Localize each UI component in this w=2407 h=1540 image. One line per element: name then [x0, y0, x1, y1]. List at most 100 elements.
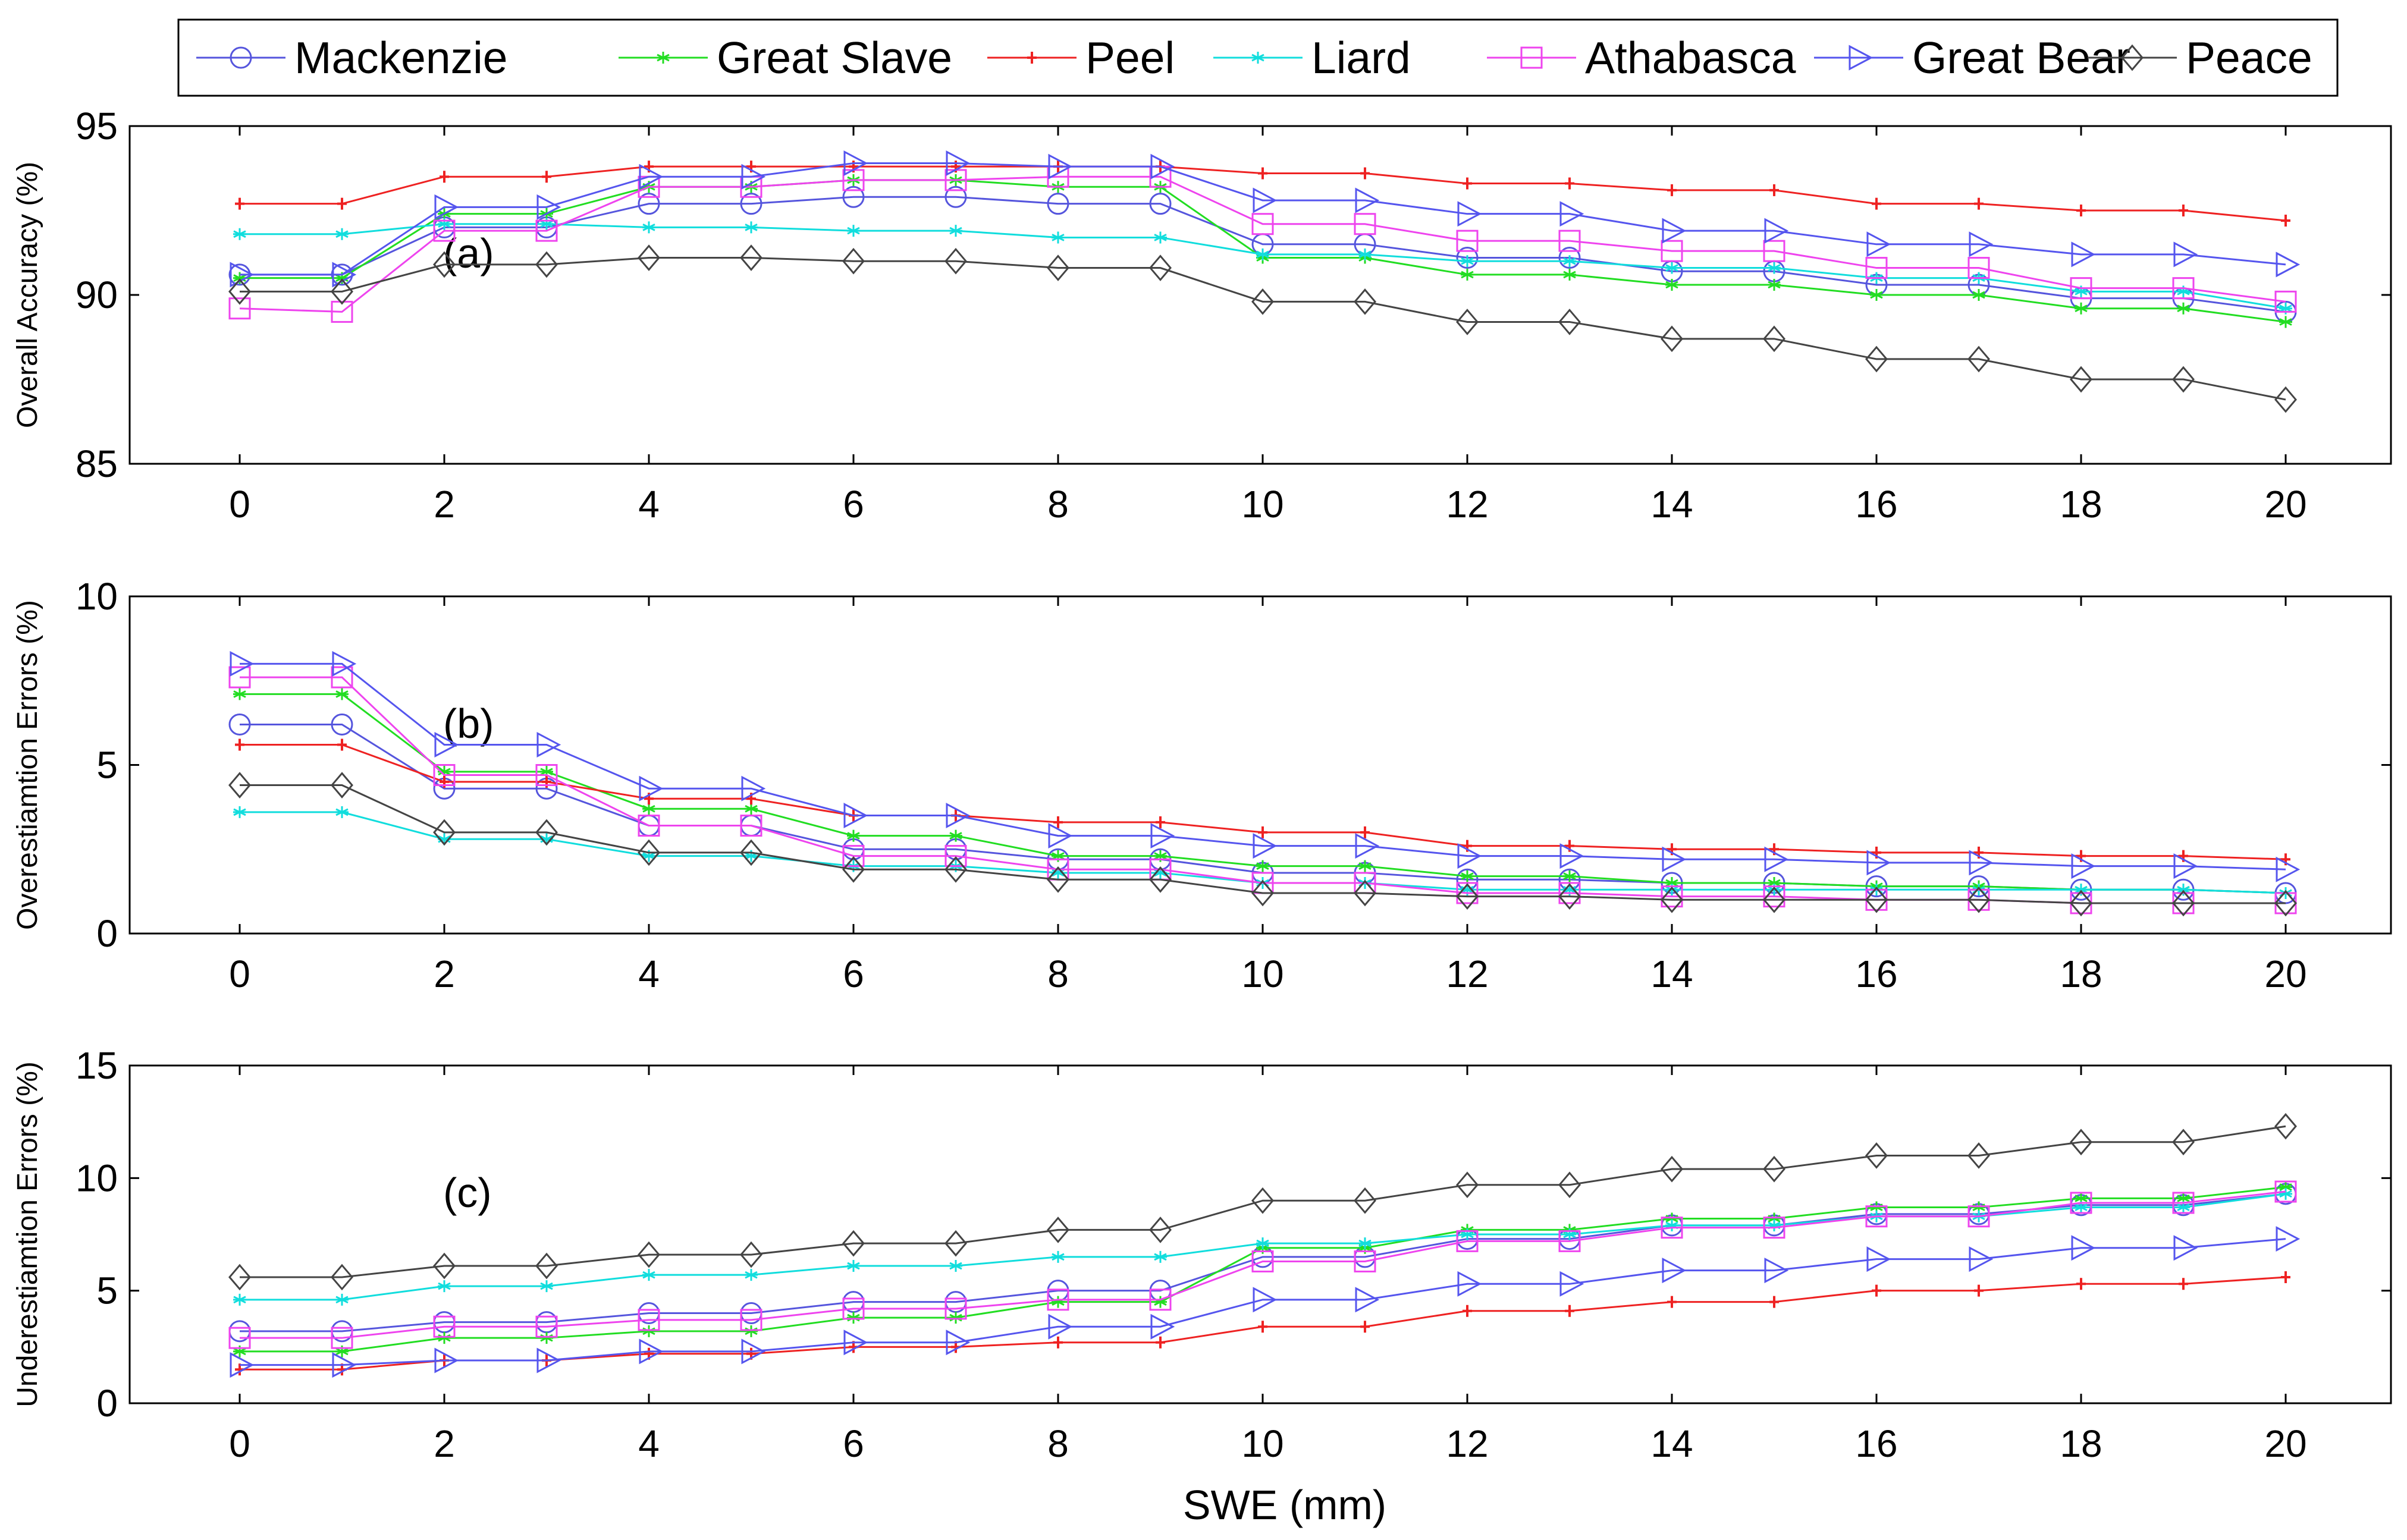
data-point [233, 806, 246, 818]
data-point [1457, 1271, 1482, 1297]
data-point [1558, 1171, 1581, 1199]
data-point [332, 650, 357, 677]
data-point [1154, 866, 1167, 879]
data-point [946, 150, 971, 176]
data-point [228, 278, 251, 305]
data-point [1559, 843, 1584, 869]
data-point [1967, 886, 1990, 913]
data-point [1358, 1237, 1372, 1250]
data-point [434, 194, 459, 220]
x-tick-label: 8 [1047, 953, 1069, 995]
legend: Mackenzie Great Slave Peel Liard Athabasca Gr… [177, 18, 2339, 97]
panel-c: 0 2 4 6 8 10 12 14 16 18 20 0 5 10 15 Underestiamtion E… [12, 1044, 2392, 1465]
x-tick-label: 20 [2264, 483, 2306, 526]
legend-label: Athabasca [1585, 33, 1796, 83]
x-tick-label: 0 [229, 1422, 250, 1465]
data-point [638, 815, 660, 837]
data-point [332, 262, 357, 288]
data-point [2076, 205, 2086, 216]
data-point [433, 819, 456, 846]
data-point [843, 150, 868, 176]
data-point [1457, 201, 1482, 227]
data-point [1967, 1205, 1990, 1228]
data-point [1865, 1205, 1888, 1228]
data-point [440, 171, 449, 183]
data-point [1149, 1288, 1172, 1311]
data-point [2070, 1192, 2092, 1214]
x-tick-label: 12 [1446, 483, 1488, 526]
data-point [1769, 184, 1779, 196]
data-point [847, 225, 860, 237]
data-point [745, 803, 758, 815]
data-point [331, 300, 353, 323]
data-point [331, 713, 353, 736]
panel-label: (c) [443, 1170, 492, 1216]
data-point [1763, 886, 1785, 913]
data-point [949, 1260, 962, 1272]
data-point [1667, 1296, 1677, 1308]
data-point [1768, 1219, 1781, 1231]
data-point [2281, 1271, 2290, 1283]
data-point [1150, 1313, 1175, 1340]
data-point [331, 278, 353, 305]
data-point [1967, 345, 1990, 373]
series-peel [235, 161, 2290, 227]
series-peace [228, 772, 2297, 917]
data-point [642, 221, 655, 234]
data-point [1661, 325, 1683, 353]
data-point [1563, 268, 1576, 281]
legend-label: Mackenzie [294, 33, 507, 83]
data-point [1048, 153, 1073, 180]
data-point [233, 1293, 246, 1306]
legend-item: Peel [987, 33, 1175, 83]
data-point [1456, 309, 1479, 335]
y-tick-label: 95 [76, 105, 118, 147]
data-point [1360, 1321, 1370, 1333]
panel-b: 0 2 4 6 8 10 12 14 16 18 20 0 5 10 Overestiamtion Erro… [12, 575, 2392, 995]
data-point [2279, 1187, 2292, 1200]
data-point [949, 829, 962, 842]
x-tick-label: 10 [1241, 953, 1283, 995]
data-point [332, 1352, 357, 1378]
data-point [847, 1260, 860, 1272]
data-point [1154, 1250, 1167, 1263]
data-point [1047, 1217, 1069, 1243]
data-point [540, 218, 553, 230]
data-point [1052, 1250, 1065, 1263]
data-point [1149, 193, 1172, 215]
data-point [638, 193, 660, 215]
x-tick-label: 10 [1241, 483, 1283, 526]
data-point [433, 219, 456, 242]
data-point [1558, 883, 1581, 910]
data-point [1154, 850, 1167, 862]
data-point [944, 1297, 967, 1320]
x-tick-label: 16 [1855, 483, 1897, 526]
data-point [2279, 1181, 2292, 1193]
data-point [740, 839, 762, 866]
data-point [1972, 289, 1985, 301]
data-point [1047, 1288, 1069, 1311]
data-point [2172, 1129, 2195, 1156]
data-point [1251, 1250, 1274, 1272]
data-point [228, 713, 251, 736]
data-point [434, 731, 459, 758]
data-point [1150, 823, 1175, 849]
data-point [740, 815, 762, 837]
data-point [2173, 853, 2198, 879]
data-point [535, 1252, 558, 1280]
data-point [745, 1325, 758, 1337]
series-great-bear [230, 150, 2301, 288]
data-point [1461, 870, 1474, 882]
data-point [642, 1269, 655, 1281]
data-point [536, 194, 561, 220]
data-point [331, 772, 353, 799]
data-point [2075, 285, 2088, 298]
data-point [741, 164, 766, 190]
x-tick-label: 20 [2264, 1422, 2306, 1465]
data-point [331, 1327, 353, 1349]
series-athabasca [228, 666, 2297, 914]
data-point [1865, 345, 1888, 373]
y-tick-label: 5 [96, 744, 118, 787]
data-point [540, 833, 553, 846]
data-point [745, 1269, 758, 1281]
